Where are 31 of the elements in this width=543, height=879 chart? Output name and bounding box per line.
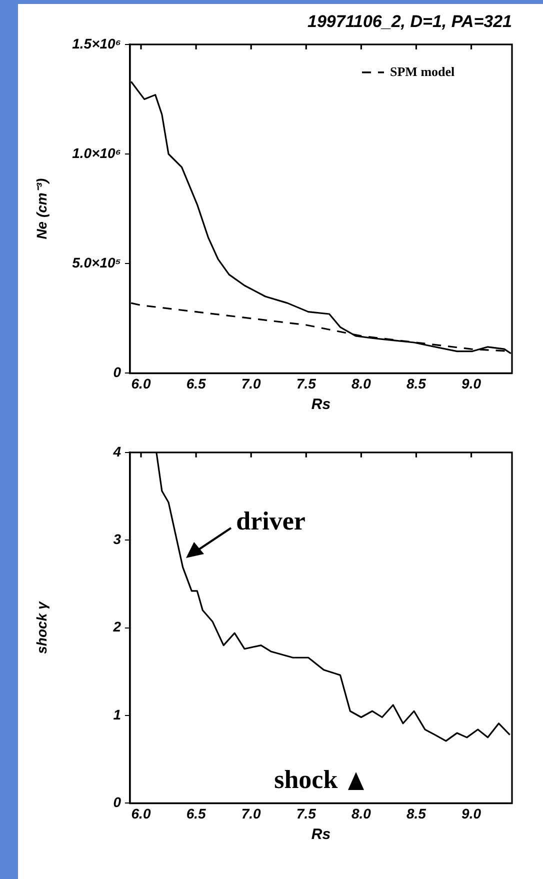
y-tick-label: 0: [113, 364, 122, 380]
x-axis-title: Rs: [311, 826, 331, 844]
y-tick-label: 0: [113, 794, 122, 810]
annotation: driver: [236, 506, 306, 536]
x-tick-label: 7.0: [241, 805, 262, 822]
x-tick-label: 8.5: [406, 375, 426, 392]
x-tick-label: 6.5: [186, 375, 206, 392]
legend-label: SPM model: [390, 64, 456, 79]
y-tick-label: 2: [112, 618, 122, 635]
y-tick-label: 1.5×10⁶: [72, 35, 122, 52]
y-tick-label: 3: [113, 530, 122, 547]
x-tick-label: 8.5: [406, 805, 426, 822]
y-axis-title: shock γ: [33, 600, 50, 654]
x-tick-label: 6.5: [186, 805, 206, 822]
x-tick-label: 7.0: [241, 375, 262, 392]
y-tick-label: 5.0×10⁵: [72, 254, 122, 270]
y-tick-label: 4: [112, 443, 122, 460]
y-tick-label: 1.0×10⁶: [72, 144, 122, 161]
x-tick-label: 6.0: [131, 805, 151, 822]
chart-title: 19971106_2, D=1, PA=321: [308, 12, 512, 31]
x-tick-label: 7.5: [296, 805, 316, 822]
x-tick-label: 7.5: [296, 375, 316, 392]
x-axis-title: Rs: [311, 396, 331, 414]
x-tick-label: 6.0: [131, 375, 151, 392]
y-axis-title: Ne (cm⁻³): [33, 178, 50, 240]
y-tick-label: 1: [113, 706, 122, 722]
x-tick-label: 8.0: [351, 805, 372, 822]
annotation: shock: [274, 764, 338, 794]
x-tick-label: 9.0: [462, 805, 482, 822]
x-tick-label: 8.0: [351, 375, 372, 392]
x-tick-label: 9.0: [462, 375, 482, 392]
